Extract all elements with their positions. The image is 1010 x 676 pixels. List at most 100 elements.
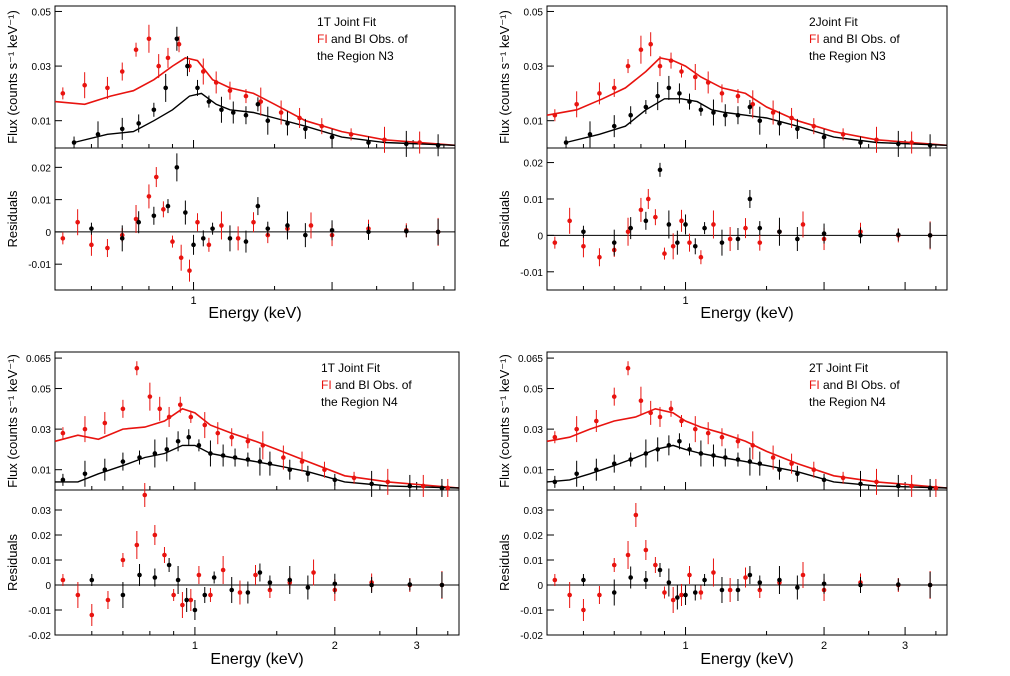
bi-residual-point (305, 585, 311, 590)
fi-flux-point (245, 438, 251, 444)
fi-residual-point (757, 240, 763, 245)
flux-ytick-label: 0.065 (518, 354, 543, 365)
bi-flux-point (285, 121, 290, 126)
bi-residual-point (211, 575, 217, 580)
legend-line2: FI and BI Obs. of (317, 32, 408, 46)
bi-flux-point (927, 485, 933, 491)
fi-flux-point (102, 420, 108, 426)
bi-flux-point (587, 132, 593, 137)
bi-flux-point (777, 121, 782, 126)
bi-model-curve (546, 444, 948, 489)
bi-residual-point (435, 229, 441, 235)
bi-residual-point (407, 582, 413, 587)
legend-fi-label: FI (317, 32, 328, 46)
legend-line3: the Region N3 (809, 49, 886, 63)
residual-axes-frame (54, 147, 456, 291)
bi-residual-point (675, 240, 680, 245)
x-axis-label: Energy (keV) (700, 305, 793, 322)
flux-ytick-label: 0.03 (524, 62, 544, 73)
bi-residual-point (265, 226, 271, 231)
bi-flux-point (735, 457, 741, 462)
bi-flux-point (208, 451, 213, 456)
fi-residual-point (670, 597, 676, 603)
residual-y-axis-label: Residuals (497, 190, 512, 248)
bi-residual-point (166, 562, 172, 568)
fi-flux-point (735, 93, 741, 99)
fi-flux-point (120, 406, 126, 412)
bi-flux-point (655, 93, 660, 99)
fi-flux-point (82, 426, 88, 432)
fi-flux-point (705, 430, 711, 436)
fi-residual-point (757, 587, 763, 593)
bi-flux-point (164, 447, 170, 452)
fi-flux-point (177, 402, 183, 408)
fi-residual-point (170, 239, 175, 244)
bi-residual-point (757, 580, 763, 585)
residual-ytick-label: 0 (45, 581, 51, 592)
fi-flux-point (735, 438, 741, 444)
bi-residual-point (719, 587, 725, 593)
legend-bi-label: and BI Obs. of (332, 378, 413, 392)
flux-ytick-label: 0.03 (524, 425, 544, 436)
bi-flux-point (722, 112, 728, 118)
bi-residual-point (287, 577, 293, 583)
bi-flux-point (927, 142, 933, 148)
fi-residual-point (134, 542, 140, 548)
fi-residual-point (670, 244, 676, 249)
fi-flux-point (625, 63, 631, 69)
fi-flux-point (909, 140, 914, 145)
bi-residual-point (257, 570, 263, 575)
residual-ytick-label: -0.02 (520, 631, 543, 642)
bi-residual-point (719, 240, 725, 245)
fi-residual-point (638, 207, 644, 213)
legend-line3: the Region N3 (317, 49, 394, 63)
bi-flux-point (243, 112, 249, 118)
flux-y-axis-label: Flux (counts s⁻¹ keV⁻¹) (5, 354, 20, 488)
fi-model-curve (54, 57, 456, 147)
bi-flux-point (102, 467, 108, 473)
fi-flux-point (811, 123, 817, 129)
xtick-label: 1 (190, 295, 196, 307)
bi-flux-point (594, 467, 599, 473)
bi-residual-point (757, 225, 763, 231)
fi-flux-point (382, 137, 387, 143)
bi-residual-point (821, 581, 827, 587)
fi-residual-point (597, 254, 602, 260)
fi-flux-point (278, 110, 284, 115)
fi-flux-point (319, 123, 325, 129)
legend-bi-label: and BI Obs. of (820, 378, 901, 392)
fi-flux-point (574, 102, 579, 107)
bi-flux-point (163, 85, 168, 91)
bi-flux-point (305, 471, 311, 477)
fi-residual-point (152, 532, 158, 538)
fi-residual-point (196, 572, 202, 578)
bi-residual-point (174, 165, 180, 170)
bi-flux-point (666, 443, 672, 448)
fi-flux-point (611, 394, 617, 399)
bi-residual-point (666, 222, 672, 227)
bi-flux-point (735, 112, 741, 118)
bi-flux-point (219, 107, 224, 113)
flux-axes-frame (546, 351, 948, 491)
bi-model-curve (55, 444, 460, 489)
bi-flux-point (60, 477, 66, 483)
fi-residual-point (662, 251, 667, 256)
legend-fi-label: FI (809, 32, 820, 46)
residual-ytick-label: 0 (45, 228, 51, 239)
fi-flux-point (625, 365, 631, 371)
bi-residual-point (702, 577, 707, 583)
xtick-label: 1 (682, 295, 688, 307)
bi-residual-point (692, 590, 698, 595)
bi-residual-point (657, 167, 663, 173)
legend-bi-label: and BI Obs. of (820, 32, 901, 46)
flux-ytick-label: 0.01 (524, 466, 544, 477)
fi-residual-point (633, 512, 639, 518)
fi-residual-point (727, 236, 733, 242)
fi-flux-point (648, 41, 653, 47)
bi-flux-point (628, 457, 633, 462)
bi-flux-point (757, 461, 763, 466)
bi-flux-point (185, 63, 190, 69)
bi-flux-point (698, 451, 704, 456)
bi-flux-point (369, 481, 374, 487)
fi-residual-point (625, 229, 631, 235)
